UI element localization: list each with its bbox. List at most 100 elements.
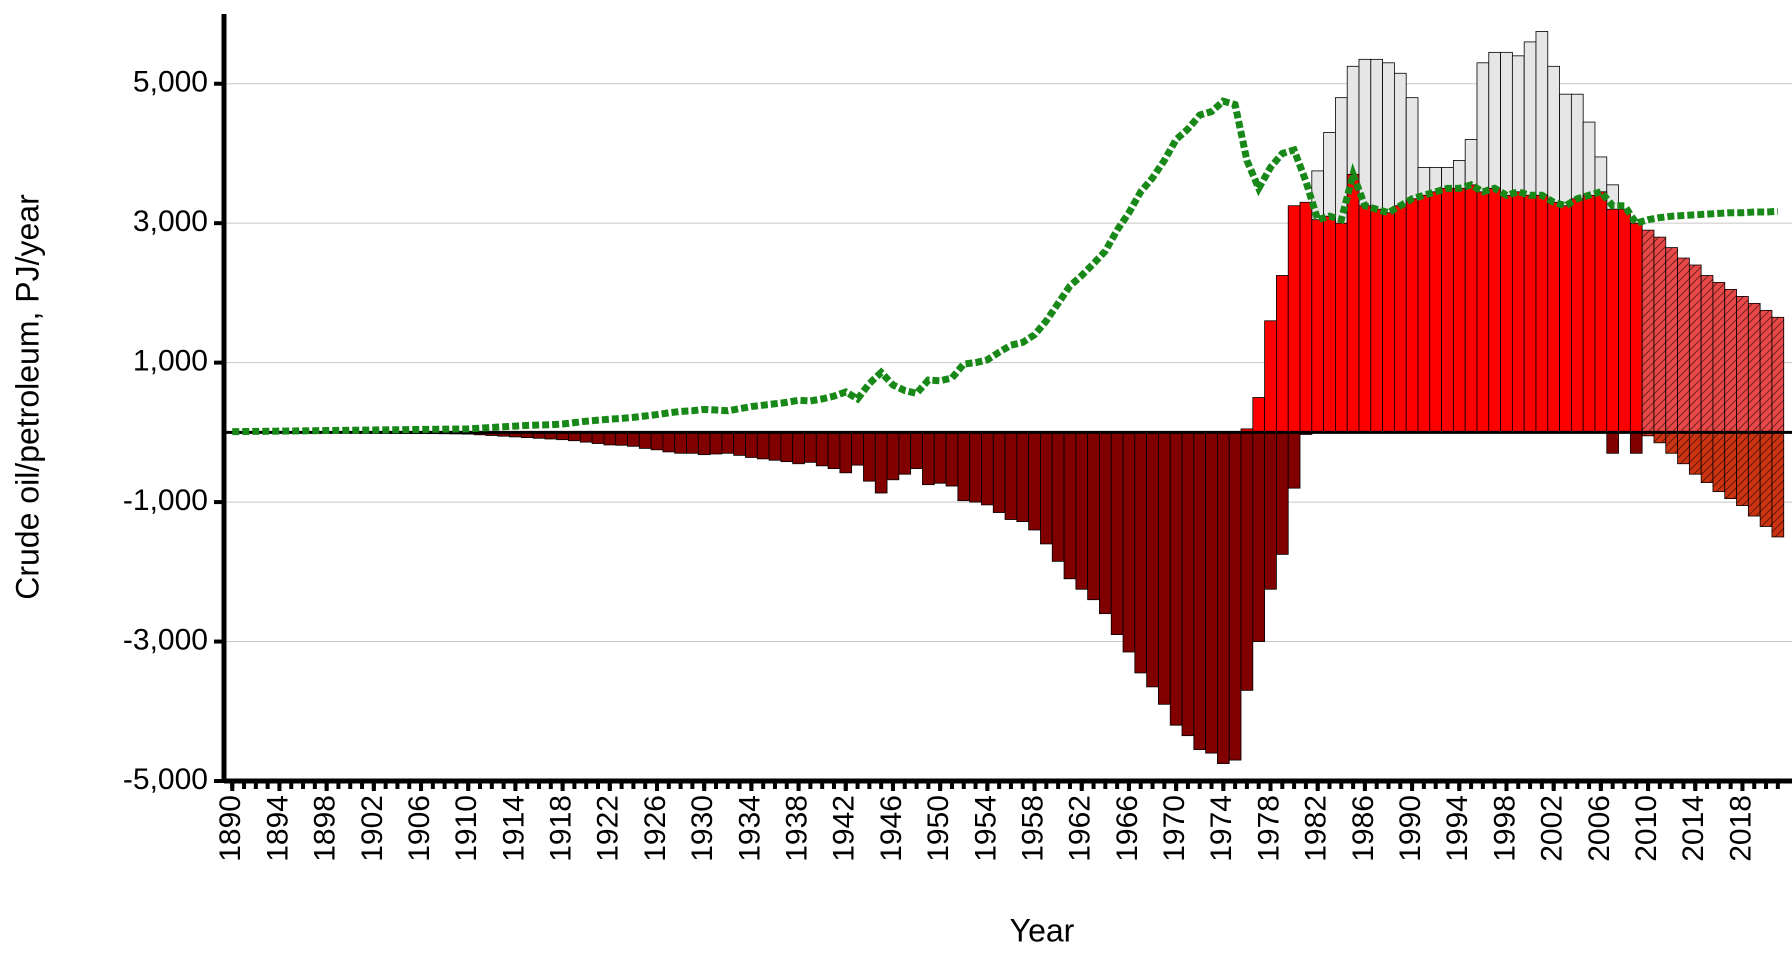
bar <box>1252 397 1266 433</box>
x-tick-label: 1942 <box>828 795 861 862</box>
bar <box>1759 431 1773 527</box>
bar <box>1217 431 1230 764</box>
bar <box>1476 191 1490 433</box>
bar <box>1535 194 1549 433</box>
bar <box>1429 191 1442 433</box>
bar <box>768 431 782 461</box>
bar <box>1712 282 1726 433</box>
bar <box>1606 208 1619 433</box>
x-tick-label: 1930 <box>686 795 719 862</box>
bar <box>1641 229 1655 433</box>
bar <box>1688 264 1702 433</box>
bar <box>1559 205 1572 433</box>
bar <box>1370 208 1383 433</box>
bar <box>627 431 640 447</box>
bar <box>1323 215 1336 433</box>
bar <box>1158 431 1171 705</box>
bar <box>1051 431 1065 562</box>
x-tick-label: 1890 <box>214 795 247 862</box>
bar <box>1771 431 1785 538</box>
bar <box>969 431 982 503</box>
bar <box>1063 431 1077 580</box>
bar <box>1736 431 1749 506</box>
bar <box>1464 184 1478 433</box>
bar <box>1264 431 1277 590</box>
bar <box>1335 222 1348 433</box>
bar <box>1688 431 1702 475</box>
bar <box>922 431 935 486</box>
bar <box>1665 431 1678 454</box>
bar <box>1488 187 1501 433</box>
x-tick-label: 1966 <box>1111 795 1144 862</box>
bar <box>721 431 735 454</box>
bar <box>1441 187 1454 433</box>
bar <box>1264 320 1277 433</box>
bar <box>1653 236 1667 433</box>
bar <box>745 431 758 458</box>
x-tick-label: 1986 <box>1347 795 1380 862</box>
x-tick-label: 1958 <box>1016 795 1049 862</box>
bar <box>1004 431 1018 520</box>
y-tick-label: 3,000 <box>133 205 208 238</box>
x-tick-label: 2002 <box>1536 795 1569 862</box>
bar <box>1110 431 1124 635</box>
bar <box>1629 431 1643 454</box>
bar <box>756 431 770 460</box>
y-tick-label: -5,000 <box>123 763 208 796</box>
bar <box>1087 431 1100 601</box>
bar <box>851 431 864 466</box>
bar <box>1099 431 1112 615</box>
x-tick-label: 1978 <box>1252 795 1285 862</box>
bar <box>1193 431 1207 751</box>
bar <box>1523 194 1537 433</box>
bar <box>650 431 664 451</box>
bar <box>697 431 711 456</box>
bar <box>1677 431 1690 465</box>
bar <box>1582 194 1596 433</box>
x-tick-label: 1998 <box>1488 795 1521 862</box>
x-tick-label: 1910 <box>450 795 483 862</box>
bar <box>1712 431 1726 493</box>
bar <box>1228 431 1242 761</box>
bar <box>1500 194 1513 433</box>
bar <box>1205 431 1218 754</box>
bar <box>1618 208 1631 433</box>
bar <box>804 431 817 463</box>
bar <box>1252 431 1266 642</box>
bar <box>1700 275 1714 433</box>
bar <box>709 431 723 455</box>
bar <box>910 431 923 470</box>
bar <box>603 431 617 446</box>
bar <box>1771 316 1785 433</box>
bar <box>1146 431 1159 688</box>
x-tick-label: 1902 <box>356 795 389 862</box>
x-tick-label: 2006 <box>1583 795 1616 862</box>
bar <box>957 431 971 502</box>
bar <box>1276 275 1289 433</box>
bar <box>1594 191 1608 433</box>
bar <box>615 431 628 446</box>
bar <box>1405 198 1419 433</box>
bar <box>981 431 994 506</box>
x-tick-label: 1974 <box>1205 795 1238 862</box>
y-tick-label: -3,000 <box>123 623 208 656</box>
x-tick-label: 1894 <box>261 795 294 862</box>
bar <box>1677 257 1690 433</box>
bar <box>874 431 888 494</box>
x-tick-label: 1970 <box>1158 795 1191 862</box>
y-tick-label: -1,000 <box>123 484 208 517</box>
bar <box>1299 201 1313 433</box>
bar <box>992 431 1006 513</box>
x-tick-label: 2014 <box>1677 795 1710 862</box>
bar <box>1358 205 1372 433</box>
bar <box>815 431 829 467</box>
bar <box>886 431 900 481</box>
x-tick-label: 1954 <box>969 795 1002 862</box>
bar <box>1724 431 1737 500</box>
bar <box>1276 431 1289 555</box>
bar <box>674 431 687 454</box>
x-tick-label: 1938 <box>781 795 814 862</box>
x-tick-label: 1926 <box>639 795 672 862</box>
